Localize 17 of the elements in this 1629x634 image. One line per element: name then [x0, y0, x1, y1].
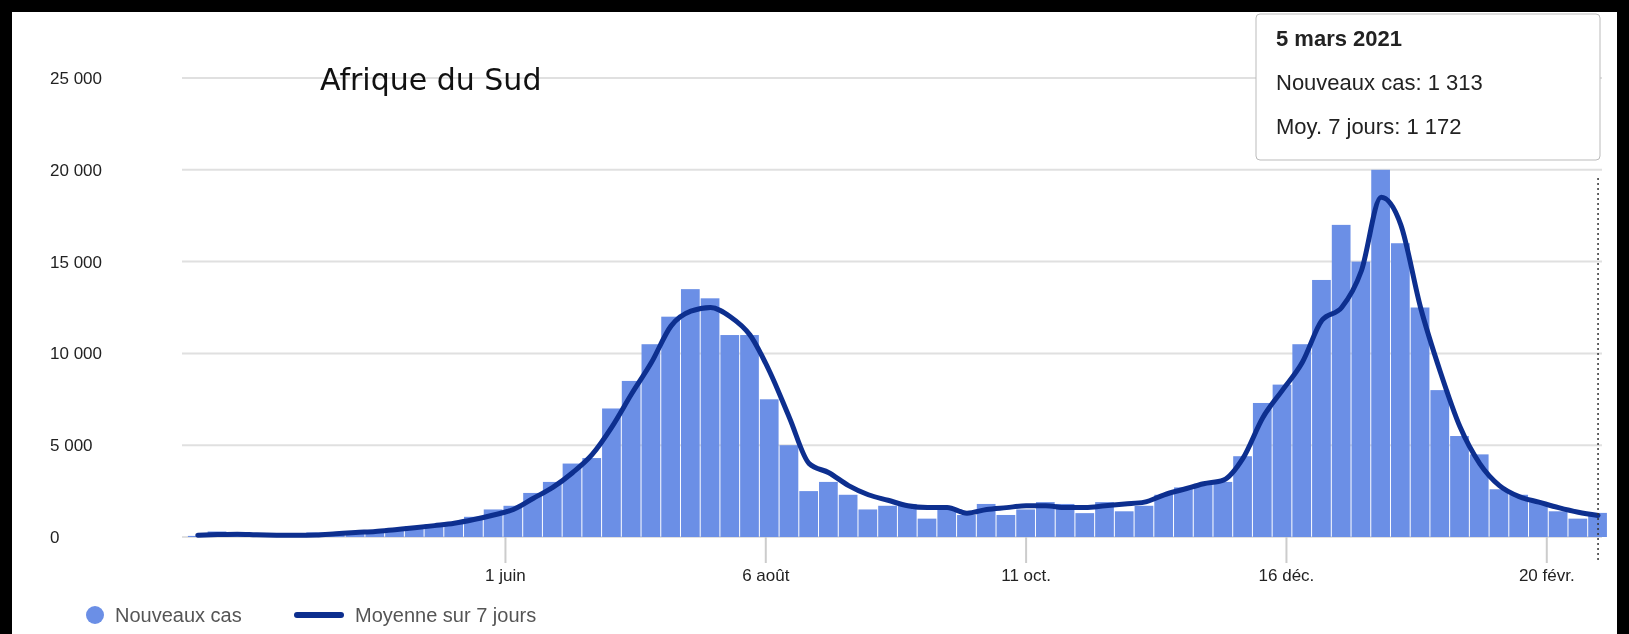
y-tick-label: 5 000: [50, 436, 93, 456]
chart-title: Afrique du Sud: [320, 62, 542, 97]
x-tick-label: 6 août: [742, 566, 790, 585]
x-tick-label: 16 déc.: [1258, 566, 1315, 585]
y-tick-label: 15 000: [50, 252, 102, 272]
x-tick-label: 20 févr.: [1518, 566, 1575, 585]
annotation: Nouveaux cas: 1 313: [1276, 70, 1483, 95]
annotation: Moy. 7 jours: 1 172: [1276, 114, 1462, 139]
y-tick-label: 10 000: [50, 344, 102, 364]
y-tick-label: 0: [50, 528, 60, 547]
y-tick-label: 20 000: [50, 160, 102, 180]
x-tick-label: 1 juin: [485, 566, 526, 585]
legend-label: Moyenne sur 7 jours: [355, 604, 537, 626]
text: 5 mars 2021: [1276, 26, 1402, 51]
x-tick-label: 11 oct.: [1001, 566, 1051, 585]
y-tick-label: 25 000: [50, 69, 102, 88]
legend-label: Nouveaux cas: [115, 604, 242, 626]
